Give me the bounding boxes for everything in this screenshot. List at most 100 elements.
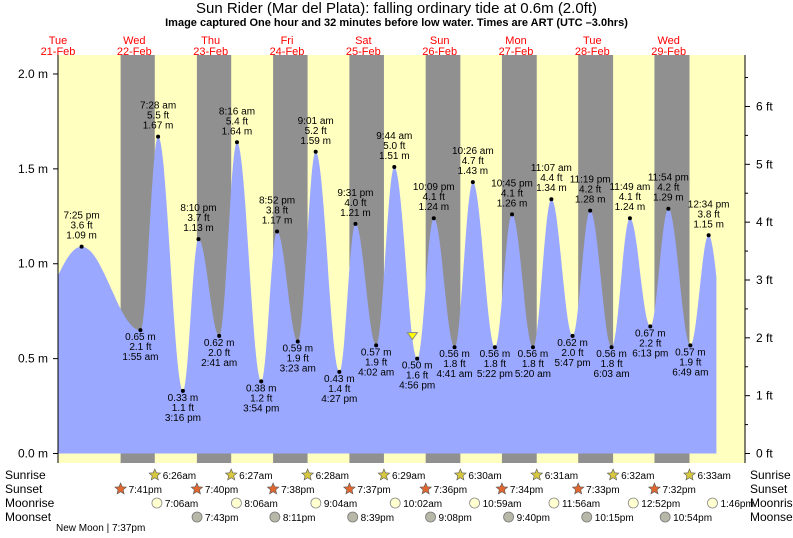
- sunset-time: 7:36pm: [434, 485, 467, 496]
- sunrise-time: 6:26am: [163, 471, 196, 482]
- tide-label: 2:41 am: [201, 358, 237, 369]
- tide-label: 11:54 pm: [648, 173, 689, 184]
- tide-label: 3.8 ft: [266, 205, 288, 216]
- tide-label: 1.24 m: [615, 202, 646, 213]
- tide-label: 1.67 m: [143, 121, 174, 132]
- tide-label: 5.0 ft: [383, 141, 405, 152]
- left-tick-label: 2.0 m: [18, 67, 48, 81]
- tide-label: 4.1 ft: [501, 188, 523, 199]
- moonrise-time: 10:59am: [483, 499, 522, 510]
- tide-point: [180, 388, 185, 393]
- moonset-icon: [191, 511, 203, 523]
- tide-label: 3.7 ft: [187, 213, 209, 224]
- moonset-time: 10:54pm: [673, 513, 712, 524]
- tide-label: 1.43 m: [458, 166, 489, 177]
- tide-point: [648, 324, 653, 329]
- tide-label: 4:41 am: [436, 369, 472, 380]
- sunset-time: 7:34pm: [510, 485, 543, 496]
- moonset-time: 8:39pm: [361, 513, 394, 524]
- tide-label: 2.0 ft: [208, 348, 230, 359]
- tide-label: 1.9 ft: [287, 354, 309, 365]
- star-icon: [114, 482, 128, 495]
- right-tick-label: 1 ft: [756, 389, 773, 403]
- tide-label: 0.50 m: [402, 361, 433, 372]
- tide-label: 4.2 ft: [579, 185, 601, 196]
- tide-label: 1.2 ft: [250, 393, 272, 404]
- day-weekday-label: Sat: [355, 35, 372, 47]
- tide-label: 1.8 ft: [600, 359, 622, 370]
- tide-label: 2.0 ft: [561, 348, 583, 359]
- tide-label: 1.64 m: [222, 126, 253, 137]
- tide-label: 8:52 pm: [259, 195, 295, 206]
- tide-label: 1.09 m: [66, 231, 97, 242]
- moonrise-icon: [548, 497, 560, 509]
- day-date-label: 29-Feb: [651, 46, 686, 58]
- tide-label: 8:16 am: [219, 106, 255, 117]
- moonset-time: 9:40pm: [517, 513, 550, 524]
- row-label-right-sunset: Sunset: [750, 482, 788, 496]
- tide-label: 1.28 m: [575, 195, 606, 206]
- tide-label: 4.7 ft: [462, 156, 484, 167]
- tide-point: [415, 356, 420, 361]
- tide-label: 1.59 m: [300, 136, 331, 147]
- tide-point: [234, 140, 239, 145]
- current-tide-marker: [406, 332, 419, 341]
- row-label-left-sunset: Sunset: [5, 482, 43, 496]
- star-icon: [148, 468, 162, 481]
- tide-label: 0.56 m: [439, 349, 470, 360]
- moonset-icon: [269, 511, 281, 523]
- tide-point: [492, 345, 497, 350]
- moonrise-icon: [469, 497, 480, 509]
- tide-label: 0.33 m: [168, 393, 199, 404]
- right-tick-label: 2 ft: [756, 331, 773, 345]
- day-weekday-label: Fri: [281, 35, 294, 47]
- moonset-time: 8:11pm: [283, 513, 316, 524]
- day-weekday-label: Wed: [657, 35, 679, 47]
- star-icon: [453, 468, 467, 481]
- left-tick-label: 0.5 m: [18, 352, 48, 366]
- tide-label: 4:56 pm: [399, 381, 435, 392]
- tide-point: [374, 343, 379, 348]
- tide-label: 11:49 am: [609, 182, 650, 193]
- tide-point: [549, 197, 554, 202]
- tide-label: 0.62 m: [557, 338, 588, 349]
- moonrise-time: 11:56am: [562, 499, 600, 510]
- day-weekday-label: Tue: [49, 35, 68, 47]
- tide-label: 10:45 pm: [491, 178, 533, 189]
- chart-title: Sun Rider (Mar del Plata): falling ordin…: [195, 0, 597, 17]
- tide-label: 4.0 ft: [344, 198, 366, 209]
- tide-label: 4.2 ft: [657, 183, 679, 194]
- day-weekday-label: Wed: [123, 35, 145, 47]
- tide-label: 6:13 pm: [632, 348, 668, 359]
- tide-label: 1.34 m: [536, 183, 567, 194]
- tide-label: 7:25 pm: [64, 211, 100, 222]
- tide-label: 8:10 pm: [180, 203, 216, 214]
- star-icon: [190, 482, 204, 495]
- tide-point: [259, 379, 264, 384]
- left-tick-label: 1.0 m: [18, 257, 48, 271]
- tide-area: [58, 136, 717, 454]
- right-tick-label: 0 ft: [756, 447, 773, 461]
- right-tick-label: 4 ft: [756, 215, 773, 229]
- moonset-icon: [659, 511, 671, 523]
- day-weekday-label: Tue: [583, 35, 602, 47]
- tide-label: 0.67 m: [635, 328, 666, 339]
- tide-point: [295, 339, 300, 344]
- tide-label: 9:31 pm: [337, 188, 373, 199]
- tide-label: 1:55 am: [122, 352, 158, 363]
- right-tick-label: 5 ft: [756, 157, 773, 171]
- row-label-right-sunrise: Sunrise: [750, 468, 791, 482]
- tide-point: [337, 369, 342, 374]
- tide-label: 7:28 am: [140, 101, 176, 112]
- tide-label: 1.13 m: [183, 223, 214, 234]
- tide-point: [79, 244, 84, 249]
- sunset-time: 7:40pm: [205, 485, 238, 496]
- moonrise-icon: [707, 497, 718, 509]
- tide-label: 1.24 m: [418, 202, 449, 213]
- tide-label: 3.8 ft: [698, 209, 720, 220]
- tide-label: 2.1 ft: [129, 342, 151, 353]
- sunset-time: 7:38pm: [281, 485, 314, 496]
- sunset-time: 7:41pm: [129, 485, 162, 496]
- tide-point: [470, 180, 475, 185]
- tide-label: 1.26 m: [497, 198, 528, 209]
